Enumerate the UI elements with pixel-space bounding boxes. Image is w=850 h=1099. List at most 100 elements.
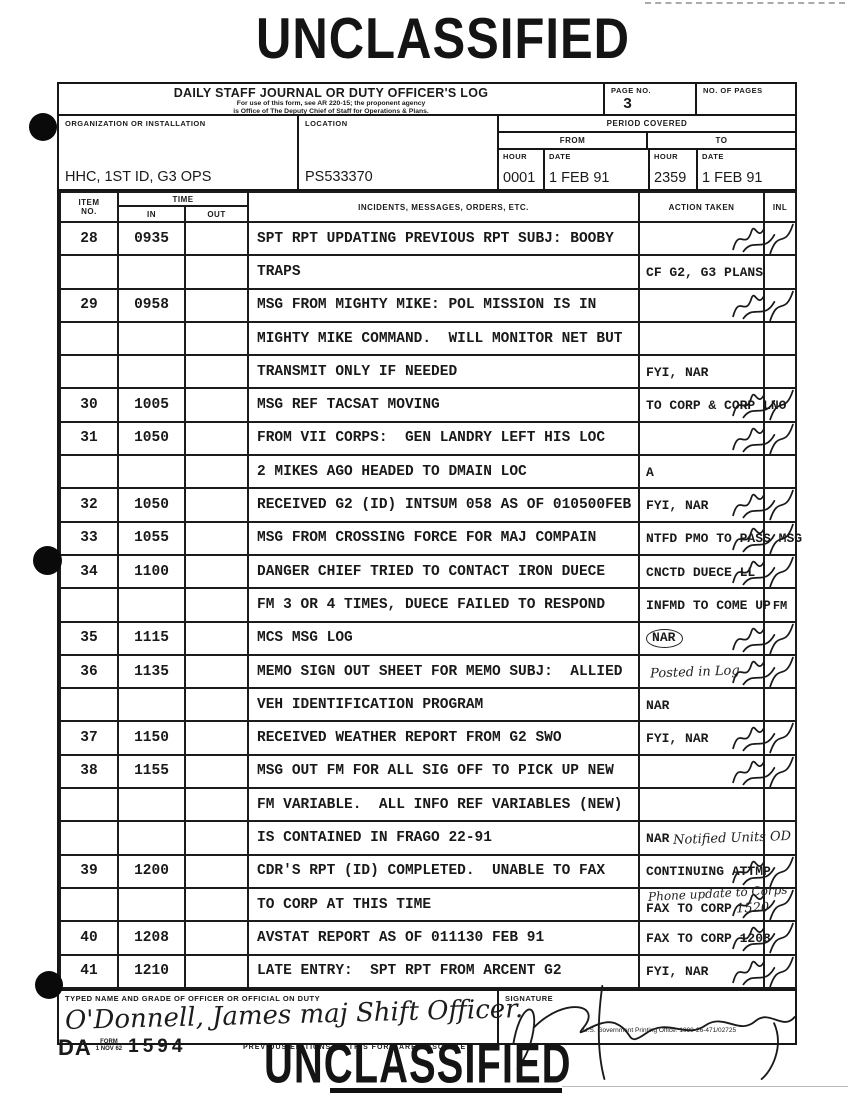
form-subtitle-line2: is Office of The Deputy Chief of Staff f…	[233, 107, 429, 115]
hole-punch	[33, 546, 62, 575]
time-in-header: IN	[117, 205, 186, 223]
incident-cell: MSG OUT FM FOR ALL SIG OFF TO PICK UP NE…	[247, 753, 641, 790]
form-subtitle-line1: For use of this form, see AR 220-15; the…	[236, 100, 426, 107]
item-no-cell	[59, 454, 119, 490]
incident-cell: TRAPS	[247, 254, 641, 290]
time-out-cell	[183, 520, 250, 556]
incident-cell: DANGER CHIEF TRIED TO CONTACT IRON DUECE	[247, 553, 641, 590]
table-row: 30 1005 MSG REF TACSAT MOVING TO CORP & COR…	[59, 387, 798, 423]
hole-punch	[29, 113, 57, 141]
table-row: 37 1150 RECEIVED WEATHER REPORT FROM G2 SW…	[59, 720, 798, 756]
from-date-value: 1 FEB 91	[549, 170, 610, 186]
item-no-cell: 39	[59, 853, 119, 889]
journal-rows: 28 0935 SPT RPT UPDATING PREVIOUS RPT SUBJ…	[59, 220, 802, 989]
inl-cell	[732, 753, 798, 790]
table-row: FM VARIABLE. ALL INFO REF VARIABLES (NEW…	[59, 787, 798, 823]
action-cell	[638, 320, 766, 357]
table-row: 36 1135 MEMO SIGN OUT SHEET FOR MEMO SUBJ:…	[59, 653, 798, 690]
time-out-cell	[183, 920, 250, 956]
to-date-cell: DATE 1 FEB 91	[696, 150, 795, 189]
action-text: FYI, NAR	[646, 364, 709, 380]
item-no-cell	[59, 687, 119, 723]
time-in-cell: 1135	[117, 653, 186, 690]
item-no-cell: 36	[59, 653, 119, 690]
item-no-cell: 34	[59, 553, 119, 590]
inl-cell	[732, 487, 798, 523]
form-title-block: DAILY STAFF JOURNAL OR DUTY OFFICER'S LO…	[59, 84, 603, 115]
time-out-cell	[183, 287, 250, 323]
item-no-cell	[59, 787, 119, 823]
time-out-cell	[183, 953, 250, 989]
action-cell: INFMD TO COME UP	[638, 587, 771, 623]
initials-signature	[732, 423, 794, 455]
period-covered-label: PERIOD COVERED	[499, 116, 795, 133]
inl-cell	[763, 454, 798, 490]
to-hour-cell: HOUR 2359	[648, 150, 696, 189]
initials-signature	[732, 756, 794, 788]
initials-signature	[732, 223, 794, 255]
inl-cell	[732, 553, 798, 590]
no-of-pages-box: NO. OF PAGES	[695, 84, 795, 114]
item-no-cell	[59, 820, 119, 856]
unclassified-stamp-top: UNCLASSIFIED	[256, 7, 631, 71]
incident-cell: RECEIVED G2 (ID) INTSUM 058 AS OF 010500…	[247, 487, 641, 523]
time-out-cell	[183, 853, 250, 889]
time-out-cell	[183, 354, 250, 390]
action-cell: CF G2, G3 PLANS	[638, 254, 766, 290]
action-cell	[638, 787, 766, 823]
item-no-cell	[59, 587, 119, 623]
form-number-footer: DA FORM 1 NOV 62 1594	[58, 1035, 186, 1061]
item-no-cell: 38	[59, 753, 119, 790]
table-row: 29 0958 MSG FROM MIGHTY MIKE: POL MISSION …	[59, 287, 798, 323]
time-in-cell: 1210	[117, 953, 186, 989]
incident-cell: TRANSMIT ONLY IF NEEDED	[247, 354, 641, 390]
table-row: 39 1200 CDR'S RPT (ID) COMPLETED. UNABLE T…	[59, 853, 798, 889]
time-out-cell	[183, 587, 250, 623]
inl-cell	[732, 886, 798, 923]
inl-cell	[732, 620, 798, 656]
location-value: PS533370	[305, 169, 373, 185]
table-row: 41 1210 LATE ENTRY: SPT RPT FROM ARCENT G2…	[59, 953, 798, 989]
time-in-cell: 1155	[117, 753, 186, 790]
table-row: 33 1055 MSG FROM CROSSING FORCE FOR MAJ CO…	[59, 520, 802, 556]
incident-cell: RECEIVED WEATHER REPORT FROM G2 SWO	[247, 720, 641, 756]
inl-cell	[763, 787, 798, 823]
incident-cell: FM VARIABLE. ALL INFO REF VARIABLES (NEW…	[247, 787, 641, 823]
action-text: CONTINUING ATTMP	[646, 864, 771, 880]
time-in-cell: 1050	[117, 487, 186, 523]
time-in-cell: 1115	[117, 620, 186, 656]
incident-cell: CDR'S RPT (ID) COMPLETED. UNABLE TO FAX	[247, 853, 641, 889]
time-in-cell	[117, 820, 186, 856]
from-to-row: FROM TO	[499, 133, 795, 150]
table-row: 31 1050 FROM VII CORPS: GEN LANDRY LEFT HI…	[59, 420, 798, 457]
page-no-box: PAGE NO. 3	[603, 84, 695, 114]
location-box: LOCATION PS533370	[297, 116, 497, 189]
table-row: 28 0935 SPT RPT UPDATING PREVIOUS RPT SUBJ…	[59, 220, 798, 257]
time-in-cell	[117, 687, 186, 723]
organization-value: HHC, 1ST ID, G3 OPS	[65, 169, 212, 185]
organization-box: ORGANIZATION OR INSTALLATION HHC, 1ST ID…	[59, 116, 297, 189]
action-cell: CONTINUING ATTMP	[638, 853, 771, 889]
inl-cell	[763, 320, 798, 357]
action-text: CF G2, G3 PLANS	[646, 264, 764, 280]
date-label: DATE	[549, 152, 571, 161]
time-in-cell: 0958	[117, 287, 186, 323]
incident-cell: MSG FROM MIGHTY MIKE: POL MISSION IS IN	[247, 287, 641, 323]
incident-cell: MCS MSG LOG	[247, 620, 641, 656]
inl-cell	[732, 287, 798, 323]
action-cell: NAR Notified Units OD	[638, 820, 792, 856]
incident-cell: 2 MIKES AGO HEADED TO DMAIN LOC	[247, 454, 641, 490]
time-out-cell	[183, 787, 250, 823]
da-prefix: DA	[58, 1035, 92, 1060]
incident-cell: IS CONTAINED IN FRAGO 22-91	[247, 820, 641, 856]
inl-cell	[763, 354, 798, 390]
action-text: FYI, NAR	[646, 731, 709, 747]
incident-cell: MEMO SIGN OUT SHEET FOR MEMO SUBJ: ALLIE…	[247, 653, 641, 690]
action-text: FYI, NAR	[646, 964, 709, 980]
incident-cell: FM 3 OR 4 TIMES, DUECE FAILED TO RESPOND	[247, 587, 641, 623]
scan-artifact	[645, 2, 845, 4]
action-text: FYI, NAR	[646, 498, 709, 514]
incident-cell: MSG REF TACSAT MOVING	[247, 387, 641, 423]
incident-cell: MSG FROM CROSSING FORCE FOR MAJ COMPAIN	[247, 520, 641, 556]
inl-cell	[732, 387, 798, 423]
